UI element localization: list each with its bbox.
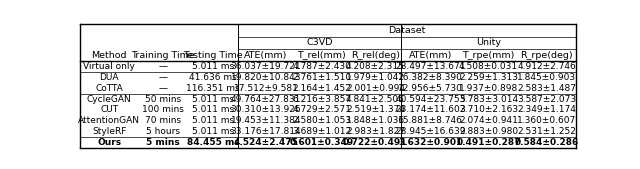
- Text: 3.632±0.901: 3.632±0.901: [398, 138, 463, 147]
- Text: 23.174±11.602: 23.174±11.602: [396, 105, 466, 114]
- Text: 70 mins: 70 mins: [145, 116, 181, 125]
- Text: 12.956±5.730: 12.956±5.730: [398, 84, 463, 93]
- Text: 33.176±17.814: 33.176±17.814: [230, 127, 301, 136]
- Text: 2.883±0.980: 2.883±0.980: [459, 127, 518, 136]
- Text: 0.601±0.349: 0.601±0.349: [290, 138, 354, 147]
- Text: 2.761±1.510: 2.761±1.510: [292, 73, 351, 82]
- Text: ATE(mm): ATE(mm): [244, 51, 288, 60]
- Text: 4.729±2.571: 4.729±2.571: [292, 105, 351, 114]
- Text: —: —: [159, 62, 168, 71]
- Text: 36.037±19.721: 36.037±19.721: [230, 62, 301, 71]
- Text: Ours: Ours: [97, 138, 122, 147]
- Text: 19.453±11.384: 19.453±11.384: [231, 116, 301, 125]
- Text: 5.011 ms: 5.011 ms: [192, 116, 234, 125]
- Text: 5.011 ms: 5.011 ms: [192, 127, 234, 136]
- Text: Dataset: Dataset: [388, 26, 426, 35]
- Text: 1.979±1.042: 1.979±1.042: [346, 73, 405, 82]
- Text: Training Time: Training Time: [131, 51, 195, 60]
- Text: CUT: CUT: [100, 105, 118, 114]
- Text: 1.848±1.036: 1.848±1.036: [346, 116, 405, 125]
- Text: 2.580±1.053: 2.580±1.053: [292, 116, 351, 125]
- Text: 5.011 ms: 5.011 ms: [192, 105, 234, 114]
- Text: 5.011 ms: 5.011 ms: [192, 62, 234, 71]
- Text: 5 mins: 5 mins: [147, 138, 180, 147]
- Text: 4.524±2.475: 4.524±2.475: [234, 138, 298, 147]
- Text: CoTTA: CoTTA: [95, 84, 123, 93]
- Text: 5 hours: 5 hours: [147, 127, 180, 136]
- Text: 16.382±8.390: 16.382±8.390: [398, 73, 463, 82]
- Text: 5.011 ms: 5.011 ms: [192, 95, 234, 104]
- Text: Virtual only: Virtual only: [83, 62, 135, 71]
- Text: 4.787±2.430: 4.787±2.430: [292, 62, 351, 71]
- Text: T_rpe(mm): T_rpe(mm): [462, 51, 515, 60]
- Text: 19.820±10.843: 19.820±10.843: [231, 73, 301, 82]
- Text: 2.519±1.374: 2.519±1.374: [346, 105, 405, 114]
- Text: 0.584±0.286: 0.584±0.286: [515, 138, 579, 147]
- Text: 1.937±0.898: 1.937±0.898: [459, 84, 518, 93]
- Text: 28.945±16.639: 28.945±16.639: [395, 127, 466, 136]
- Text: 28.497±13.671: 28.497±13.671: [395, 62, 466, 71]
- Text: 4.208±2.315: 4.208±2.315: [346, 62, 405, 71]
- Text: CycleGAN: CycleGAN: [87, 95, 132, 104]
- Text: 1.360±0.607: 1.360±0.607: [517, 116, 577, 125]
- Text: T_rel(mm): T_rel(mm): [298, 51, 346, 60]
- Text: 2.074±0.941: 2.074±0.941: [459, 116, 518, 125]
- Text: 4.841±2.506: 4.841±2.506: [346, 95, 405, 104]
- Text: 4.508±0.031: 4.508±0.031: [459, 62, 518, 71]
- Text: 40.594±23.753: 40.594±23.753: [396, 95, 466, 104]
- Text: 2.983±1.827: 2.983±1.827: [346, 127, 405, 136]
- Text: 30.310±13.926: 30.310±13.926: [230, 105, 301, 114]
- Text: 17.512±9.581: 17.512±9.581: [234, 84, 298, 93]
- Text: Testing Time: Testing Time: [183, 51, 243, 60]
- Text: 50 mins: 50 mins: [145, 95, 181, 104]
- Text: DUA: DUA: [99, 73, 119, 82]
- Text: 41.636 ms: 41.636 ms: [189, 73, 237, 82]
- Text: 1.845±0.903: 1.845±0.903: [517, 73, 576, 82]
- Text: C3VD: C3VD: [307, 38, 333, 47]
- Text: —: —: [159, 84, 168, 93]
- Text: 2.164±1.452: 2.164±1.452: [292, 84, 351, 93]
- Text: R_rel(deg): R_rel(deg): [351, 51, 400, 60]
- Text: ATE(mm): ATE(mm): [409, 51, 452, 60]
- Text: 2.531±1.252: 2.531±1.252: [517, 127, 576, 136]
- Text: AttentionGAN: AttentionGAN: [78, 116, 140, 125]
- Text: 116.351 ms: 116.351 ms: [186, 84, 240, 93]
- Text: 3.710±2.163: 3.710±2.163: [459, 105, 518, 114]
- Text: 49.764±27.831: 49.764±27.831: [231, 95, 301, 104]
- Text: 84.455 ms: 84.455 ms: [186, 138, 239, 147]
- Text: 15.881±8.746: 15.881±8.746: [398, 116, 463, 125]
- Text: 4.912±2.746: 4.912±2.746: [517, 62, 576, 71]
- Text: 0.491±0.287: 0.491±0.287: [456, 138, 521, 147]
- Text: 0.722±0.491: 0.722±0.491: [343, 138, 408, 147]
- Text: 2.259±1.313: 2.259±1.313: [459, 73, 518, 82]
- Text: 6.216±3.857: 6.216±3.857: [292, 95, 351, 104]
- Text: 2.001±0.994: 2.001±0.994: [346, 84, 405, 93]
- Text: 5.783±3.014: 5.783±3.014: [459, 95, 518, 104]
- Text: 3.587±2.073: 3.587±2.073: [517, 95, 576, 104]
- Text: R_rpe(deg): R_rpe(deg): [520, 51, 573, 60]
- Text: 3.689±1.012: 3.689±1.012: [292, 127, 351, 136]
- Text: Unity: Unity: [476, 38, 501, 47]
- Text: 2.349±1.174: 2.349±1.174: [517, 105, 576, 114]
- Text: StyleRF: StyleRF: [92, 127, 127, 136]
- Text: 100 mins: 100 mins: [142, 105, 184, 114]
- Text: —: —: [159, 73, 168, 82]
- Text: Method: Method: [92, 51, 127, 60]
- Text: 2.583±1.487: 2.583±1.487: [517, 84, 576, 93]
